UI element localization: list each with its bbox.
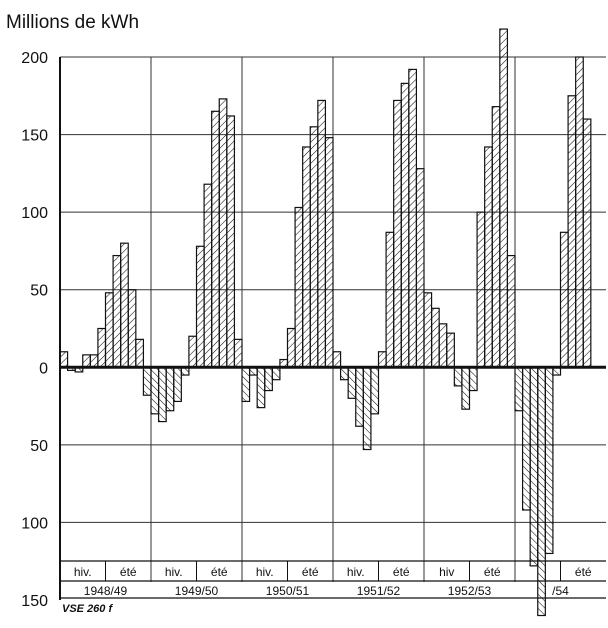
bar [544, 366, 554, 555]
y-tick-label: 50 [30, 283, 48, 300]
bar [142, 366, 152, 396]
season-label-summer: été [302, 565, 319, 579]
bar [82, 354, 91, 368]
y-tick-label: 100 [21, 205, 48, 222]
bar [484, 146, 493, 368]
bar [339, 366, 349, 381]
bar [423, 292, 433, 368]
bar [264, 366, 273, 392]
bar [157, 366, 167, 423]
bar [370, 366, 380, 415]
bar [226, 115, 236, 368]
y-tick-label: 0 [39, 360, 48, 377]
bar [150, 366, 160, 415]
season-label-summer: été [211, 565, 228, 579]
season-label-winter: hiv [439, 565, 454, 579]
bar [559, 231, 569, 368]
bar [195, 245, 205, 368]
bar [453, 366, 463, 387]
bar [476, 211, 486, 368]
bar [332, 351, 342, 368]
bar [97, 327, 107, 368]
bar [211, 110, 220, 368]
year-label: /54 [552, 584, 569, 598]
bar [430, 307, 440, 368]
bar [241, 366, 251, 403]
bar [173, 366, 182, 403]
bar [499, 28, 509, 368]
bar [302, 146, 311, 368]
year-label: 1951/52 [357, 584, 401, 598]
bar [514, 366, 524, 412]
bar [377, 351, 387, 368]
bar [188, 335, 198, 368]
bar [347, 366, 357, 399]
y-tick-label: 150 [21, 593, 48, 610]
season-label-winter: hiv. [256, 565, 274, 579]
bar [521, 366, 531, 511]
year-label: 1949/50 [175, 584, 219, 598]
bar [529, 366, 539, 567]
year-label: 1950/51 [266, 584, 310, 598]
bar [104, 292, 114, 368]
y-tick-label: 150 [21, 128, 48, 145]
bar [112, 254, 122, 368]
bar [233, 338, 243, 368]
bar [355, 366, 364, 427]
bar [582, 118, 592, 368]
season-label-winter: hiv. [165, 565, 183, 579]
bar [461, 366, 471, 410]
season-label-summer: été [575, 565, 592, 579]
bar [362, 366, 372, 451]
bar [59, 351, 69, 368]
bar [385, 231, 395, 368]
bar [400, 82, 410, 368]
bar [491, 106, 501, 368]
bar [165, 366, 175, 412]
bar [218, 98, 228, 368]
y-axis-title: Millions de kWh [6, 12, 139, 33]
season-label-summer: été [393, 565, 410, 579]
bar [203, 183, 213, 368]
season-label-winter: hiv. [74, 565, 92, 579]
y-tick-label: 100 [21, 515, 48, 532]
bar [127, 289, 137, 368]
bar [438, 323, 448, 368]
y-tick-label: 50 [30, 438, 48, 455]
bar [468, 366, 478, 392]
bar [415, 168, 425, 368]
y-tick-label: 200 [21, 50, 48, 67]
year-label: 1952/53 [448, 584, 492, 598]
season-label-summer: été [484, 565, 501, 579]
bar [317, 99, 327, 368]
bar [256, 366, 266, 409]
bar [537, 366, 546, 617]
bar [324, 137, 334, 368]
bar [120, 242, 129, 368]
bar [506, 254, 516, 368]
bar [309, 126, 319, 368]
bar [446, 332, 455, 368]
year-label: 1948/49 [84, 584, 128, 598]
bar [135, 338, 145, 368]
bar [567, 95, 577, 368]
bar [294, 206, 304, 368]
bar [408, 68, 418, 368]
bar [271, 366, 281, 381]
bar [89, 354, 99, 368]
season-label-summer: été [120, 565, 137, 579]
season-label-winter: hiv. [347, 565, 365, 579]
figure-code: VSE 260 f [62, 603, 113, 615]
bar [393, 99, 402, 368]
bar [286, 327, 296, 368]
bar [575, 56, 584, 368]
